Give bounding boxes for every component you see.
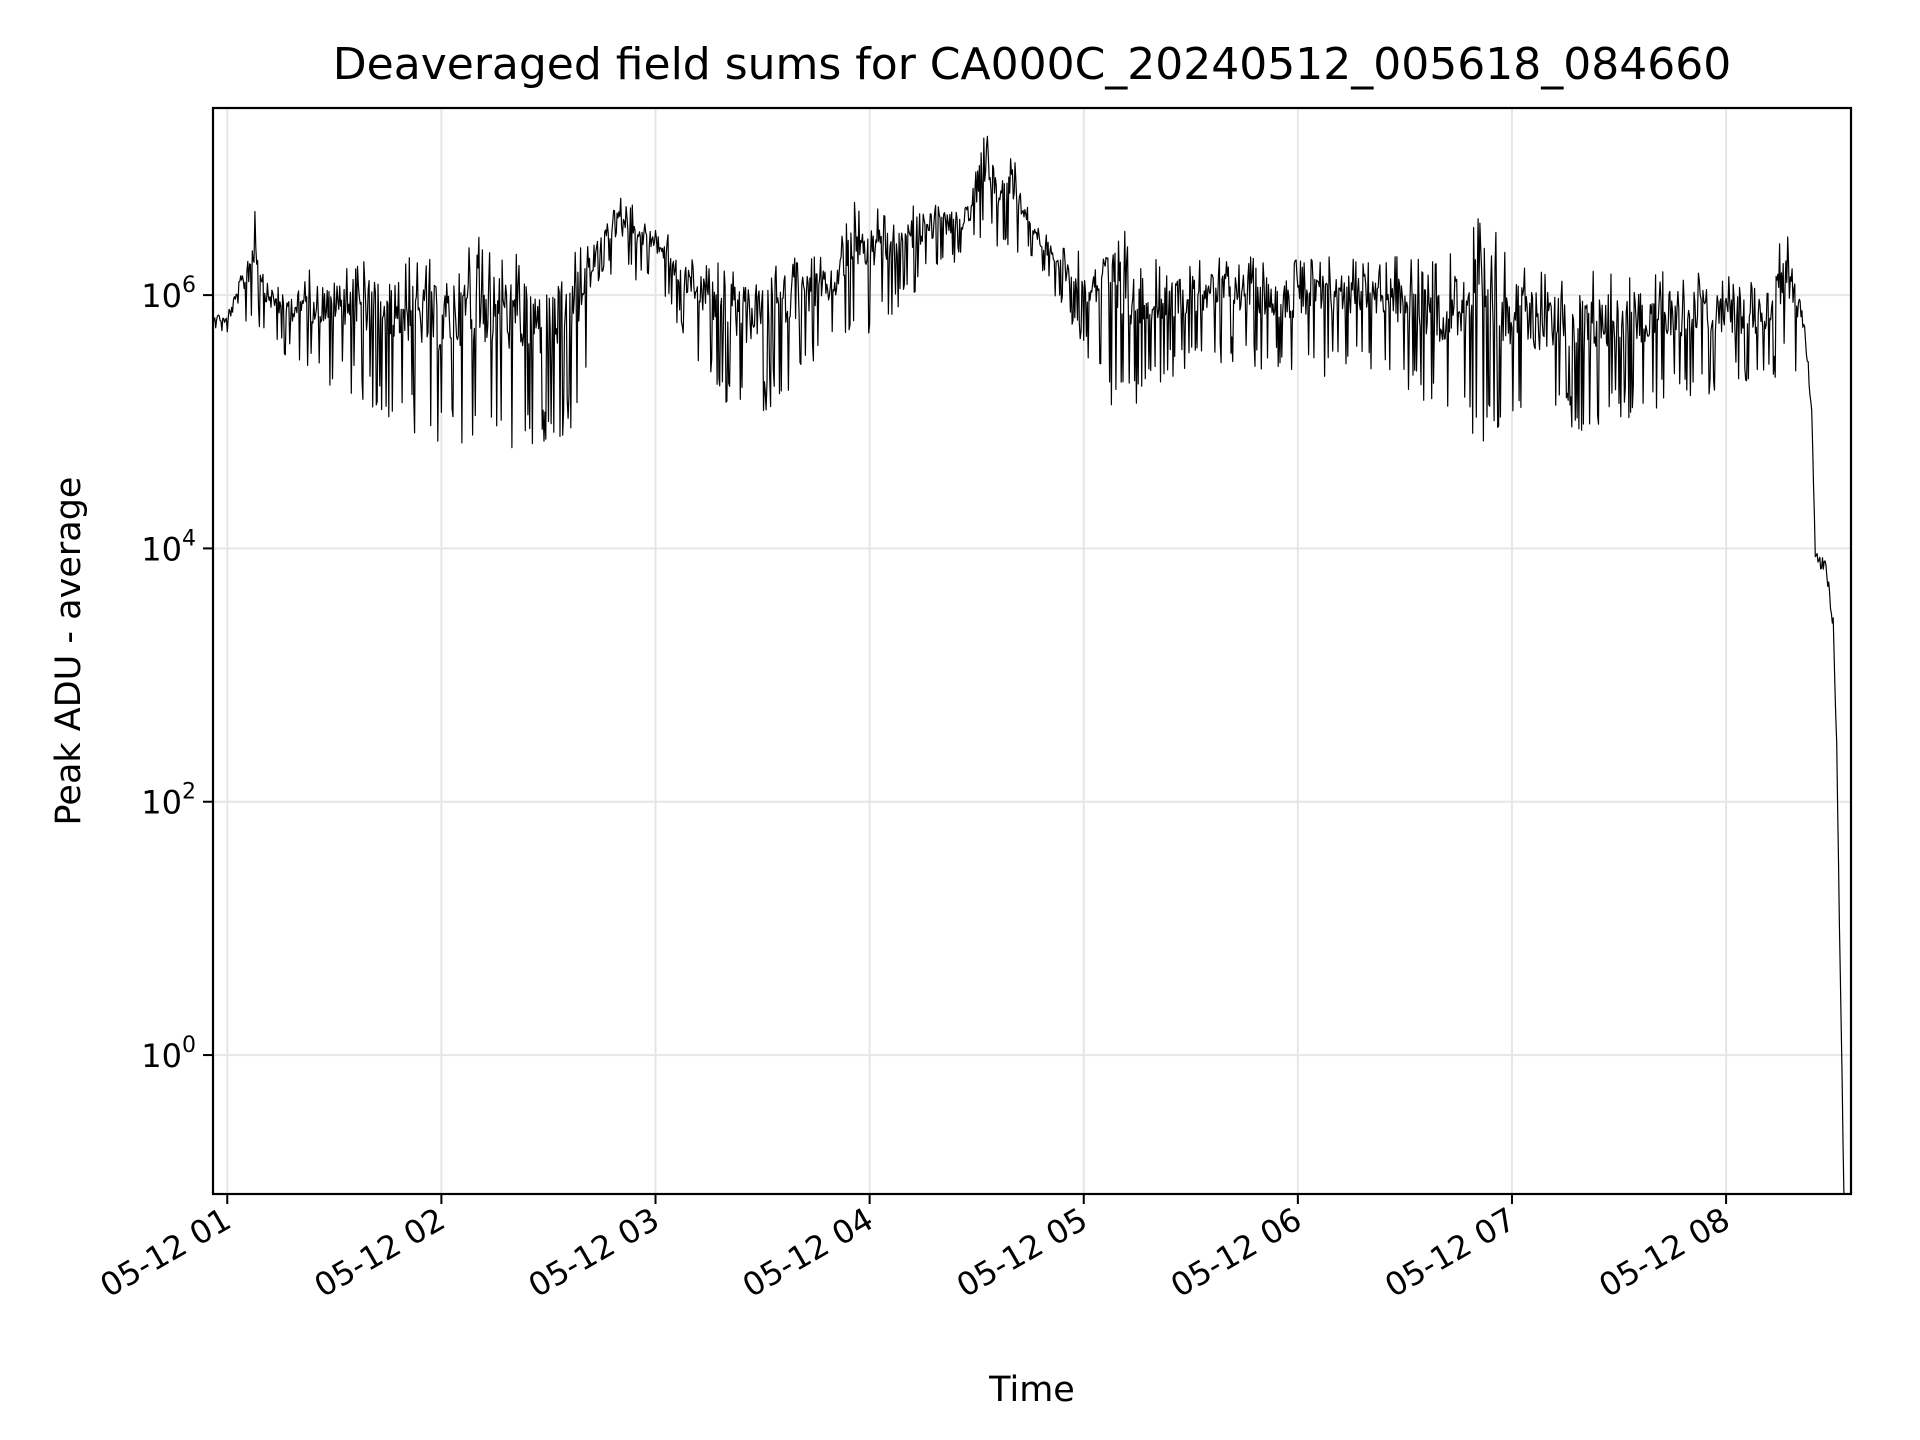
plot-frame (211, 106, 1853, 1196)
chart-title: Deaveraged field sums for CA000C_2024051… (333, 39, 1731, 90)
y-tick-label: 104 (141, 526, 196, 568)
y-tick-label: 100 (141, 1033, 196, 1075)
grid (213, 108, 1851, 1194)
y-tick-label: 106 (141, 273, 196, 315)
y-axis: 100 102 104 106 (141, 273, 213, 1075)
y-tick-label: 102 (141, 780, 196, 822)
x-axis-label: Time (988, 1370, 1075, 1410)
series-line (213, 135, 1845, 1194)
y-axis-label: Peak ADU - average (49, 477, 89, 826)
series-layer (213, 135, 1845, 1194)
